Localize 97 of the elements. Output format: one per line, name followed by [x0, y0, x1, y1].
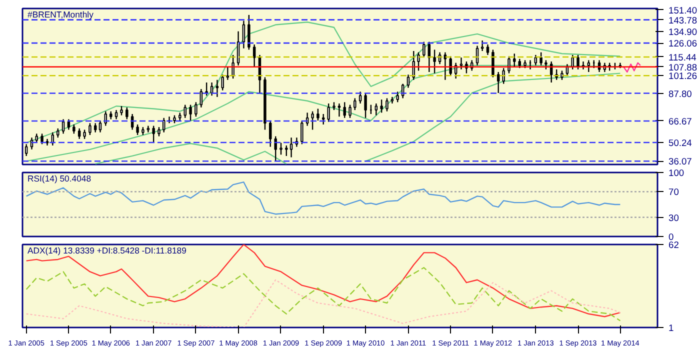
- candlestick: [480, 40, 484, 52]
- candlestick: [242, 20, 246, 49]
- candlestick: [544, 60, 548, 70]
- candlestick: [422, 41, 426, 58]
- line-series: [26, 182, 621, 215]
- y-tick-label: 62: [668, 240, 679, 250]
- candlestick: [189, 104, 192, 122]
- candlestick: [226, 66, 230, 80]
- candlestick: [327, 102, 330, 122]
- candlestick: [316, 108, 320, 122]
- candlestick: [268, 120, 272, 148]
- candlestick: [200, 88, 203, 108]
- y-tick-label: 134.90: [668, 26, 698, 37]
- candlestick: [232, 54, 234, 80]
- y-tick-label: 36.07: [668, 156, 692, 167]
- candlestick: [449, 56, 452, 77]
- y-tick-label: 126.06: [668, 38, 698, 49]
- candlestick: [158, 126, 160, 137]
- candlestick: [126, 106, 128, 120]
- y-tick-label: 30: [668, 212, 679, 223]
- candlestick: [300, 120, 304, 145]
- candlestick: [444, 52, 447, 80]
- y-tick-label: 70: [668, 187, 679, 198]
- candlestick: [496, 71, 500, 94]
- candlestick: [540, 52, 542, 66]
- candlestick: [72, 124, 76, 134]
- y-tick-label: 66.67: [668, 116, 692, 126]
- candlestick: [280, 142, 282, 156]
- candlestick: [56, 128, 60, 138]
- candlestick: [94, 122, 97, 133]
- candlestick: [486, 44, 490, 56]
- candlestick: [184, 104, 186, 119]
- chart-title: #BRENT,Monthly: [28, 10, 94, 20]
- candlestick: [534, 54, 538, 66]
- candlestick: [374, 102, 378, 116]
- candlestick: [343, 102, 346, 119]
- candlestick: [560, 70, 564, 80]
- candlestick: [322, 113, 325, 126]
- candlestick: [364, 92, 367, 119]
- candlestick: [136, 124, 139, 136]
- candlestick: [88, 122, 92, 136]
- candlestick: [120, 106, 123, 116]
- candlestick: [406, 74, 410, 88]
- candlestick: [460, 56, 463, 70]
- line-series: [26, 279, 621, 328]
- y-tick-label: 115.44: [668, 52, 696, 62]
- candlestick: [380, 98, 383, 114]
- candlestick: [518, 58, 521, 69]
- y-tick-label: 0: [668, 232, 674, 242]
- candlestick: [35, 133, 38, 144]
- candlestick: [358, 91, 362, 104]
- candlestick: [311, 110, 314, 130]
- candlestick: [114, 109, 118, 120]
- y-tick-label: 101.26: [668, 71, 698, 82]
- y-tick-label: 107.88: [668, 62, 698, 72]
- candlestick: [587, 60, 590, 73]
- candlestick: [152, 125, 155, 144]
- candlestick: [508, 56, 510, 74]
- candlestick: [417, 52, 420, 72]
- y-tick-label: 143.78: [668, 15, 698, 26]
- candlestick: [354, 98, 356, 111]
- candlestick: [386, 98, 388, 112]
- y-tick-label: 87.80: [668, 88, 692, 99]
- candlestick: [78, 128, 81, 140]
- y-tick-label: 1: [668, 323, 674, 333]
- candlestick: [571, 54, 574, 70]
- candlestick: [502, 67, 505, 84]
- y-tick-label: 50.24: [668, 138, 692, 148]
- line-series: [622, 62, 642, 73]
- candlestick: [338, 102, 341, 118]
- candlestick: [98, 120, 102, 133]
- candlestick: [285, 144, 288, 157]
- candlestick: [576, 54, 580, 70]
- candlestick: [83, 129, 86, 140]
- candlestick: [396, 91, 399, 103]
- candlestick: [433, 49, 436, 74]
- candlestick: [194, 102, 198, 118]
- candlestick: [348, 104, 352, 119]
- line-series: [26, 267, 621, 322]
- line-series: [26, 22, 621, 144]
- candlestick: [67, 118, 70, 130]
- candlestick: [221, 74, 224, 91]
- chart-title: ADX(14) 13.8339 +DI:8.5428 -DI:11.8189: [28, 246, 187, 256]
- candlestick: [248, 14, 250, 50]
- candlestick: [216, 79, 219, 98]
- candlestick: [274, 136, 277, 162]
- y-tick-label: 100: [668, 168, 684, 178]
- candlestick: [62, 118, 65, 134]
- candlestick: [40, 133, 44, 145]
- candlestick: [24, 144, 28, 157]
- line-series: [26, 244, 621, 318]
- candlestick: [513, 53, 516, 68]
- chart-title: RSI(14) 50.4048: [28, 174, 92, 184]
- candlestick: [492, 49, 494, 78]
- candlestick: [290, 137, 293, 158]
- y-tick-label: 151.40: [668, 5, 698, 16]
- candlestick: [252, 44, 256, 68]
